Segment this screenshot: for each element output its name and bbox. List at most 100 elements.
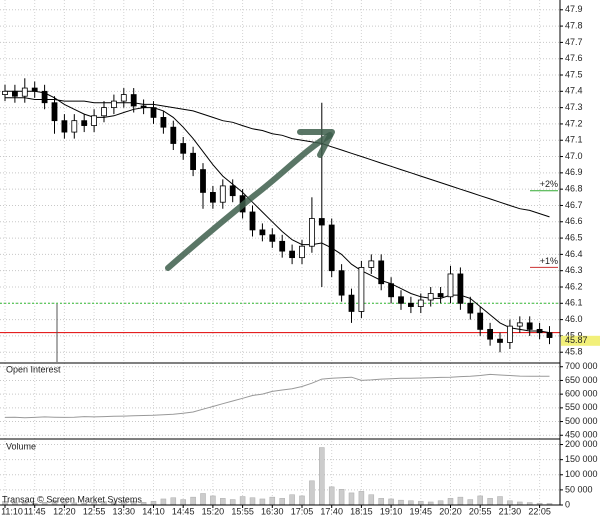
- x-tick-label: 16:30: [261, 506, 284, 516]
- y-tick-label: 47.4: [565, 86, 583, 96]
- x-tick-label: 14:45: [172, 506, 195, 516]
- volume-bar: [259, 498, 266, 506]
- volume-bar: [447, 498, 454, 506]
- x-tick-label: 12:20: [53, 506, 76, 516]
- volume-bar: [289, 494, 295, 506]
- x-tick-label: 15:55: [231, 506, 254, 516]
- y-tick-label: 550 000: [565, 402, 598, 412]
- candle-body: [259, 229, 266, 236]
- candle-body: [21, 87, 28, 97]
- y-tick-label: 46.9: [565, 167, 583, 177]
- y-tick-label: 46.1: [565, 298, 583, 308]
- candle-body: [101, 107, 107, 117]
- footer: Transaq © Screen Market Systems: [2, 494, 142, 504]
- x-tick-label: 18:15: [350, 506, 373, 516]
- volume-bar: [150, 501, 157, 506]
- moving-average: [5, 97, 550, 218]
- volume-bar: [309, 480, 315, 506]
- y-tick-label: 47.6: [565, 53, 583, 63]
- volume-bar: [319, 447, 325, 506]
- candle-body: [378, 260, 385, 285]
- candle-body: [526, 322, 533, 330]
- volume-bar: [338, 489, 345, 506]
- candle-body: [150, 107, 157, 118]
- y-tick-label: 150 000: [565, 454, 598, 464]
- volume-bar: [269, 496, 276, 506]
- candle-body: [120, 94, 127, 102]
- volume-bar: [279, 498, 285, 506]
- volume-bar: [328, 486, 335, 506]
- x-tick-label: 19:10: [380, 506, 403, 516]
- candle-body: [51, 102, 58, 122]
- x-tick-label: 19:45: [410, 506, 433, 516]
- candle-body: [308, 218, 315, 247]
- y-tick-label: 0: [565, 499, 570, 509]
- candle-body: [516, 322, 523, 327]
- candle-body: [219, 185, 226, 203]
- volume-bar: [418, 501, 424, 506]
- volume-bar: [180, 499, 186, 506]
- volume-bar: [200, 493, 206, 506]
- candle-body: [180, 143, 187, 154]
- candle-body: [299, 245, 305, 259]
- x-tick-label: 17:05: [291, 506, 314, 516]
- candle-body: [2, 90, 8, 95]
- y-tick-label: 450 000: [565, 430, 598, 440]
- candle-body: [467, 302, 474, 314]
- candle-body: [200, 169, 206, 193]
- x-tick-label: 20:20: [439, 506, 462, 516]
- candle-body: [437, 293, 444, 298]
- volume-bar: [398, 499, 404, 506]
- candle-body: [427, 293, 434, 301]
- x-tick-label: 21:30: [499, 506, 522, 516]
- last-price-label: 45.87: [565, 335, 588, 345]
- candle-body: [457, 273, 464, 304]
- y-tick-label: 50 000: [565, 484, 593, 494]
- volume-bar: [348, 492, 355, 506]
- candle-body: [398, 296, 404, 304]
- y-tick-label: 47.2: [565, 118, 583, 128]
- volume-bar: [358, 491, 365, 506]
- candle-body: [417, 299, 424, 307]
- candle-body: [279, 240, 286, 252]
- y-tick-label: 650 000: [565, 375, 598, 385]
- volume-bar: [368, 494, 375, 506]
- x-tick-label: 13:30: [113, 506, 136, 516]
- y-tick-label: 700 000: [565, 361, 598, 371]
- volume-bar: [160, 498, 167, 506]
- y-tick-label: 46.0: [565, 314, 583, 324]
- candle-body: [229, 185, 236, 197]
- candle-body: [447, 273, 454, 298]
- candle-body: [338, 270, 345, 296]
- y-tick-label: 45.8: [565, 347, 583, 357]
- panel-title: Volume: [6, 441, 36, 451]
- y-tick-label: 500 000: [565, 416, 598, 426]
- candle-body: [348, 294, 355, 312]
- volume-bar: [457, 496, 464, 506]
- x-tick-label: 17:40: [320, 506, 343, 516]
- y-tick-label: 46.5: [565, 232, 583, 242]
- y-tick-label: 46.6: [565, 216, 583, 226]
- candle-body: [130, 94, 137, 107]
- x-tick-label: 11:45: [24, 506, 46, 516]
- candle-body: [41, 90, 48, 104]
- y-tick-label: 47.8: [565, 20, 583, 30]
- y-tick-label: 46.3: [565, 265, 583, 275]
- volume-bar: [378, 498, 384, 506]
- y-tick-label: 100 000: [565, 469, 598, 479]
- candle-body: [71, 120, 78, 133]
- y-tick-label: 46.8: [565, 184, 583, 194]
- volume-bar: [220, 498, 226, 506]
- y-tick-label: 46.2: [565, 281, 583, 291]
- open-interest-line: [4, 373, 550, 419]
- volume-bar: [210, 495, 216, 506]
- candle-body: [318, 218, 325, 226]
- volume-bar: [239, 496, 246, 506]
- y-tick-label: 47.5: [565, 69, 583, 79]
- y-tick-label: 47.7: [565, 37, 583, 47]
- y-tick-label: 200 000: [565, 439, 598, 449]
- candle-body: [249, 211, 256, 231]
- candle-body: [328, 224, 335, 272]
- drawn-arrow: [165, 132, 333, 271]
